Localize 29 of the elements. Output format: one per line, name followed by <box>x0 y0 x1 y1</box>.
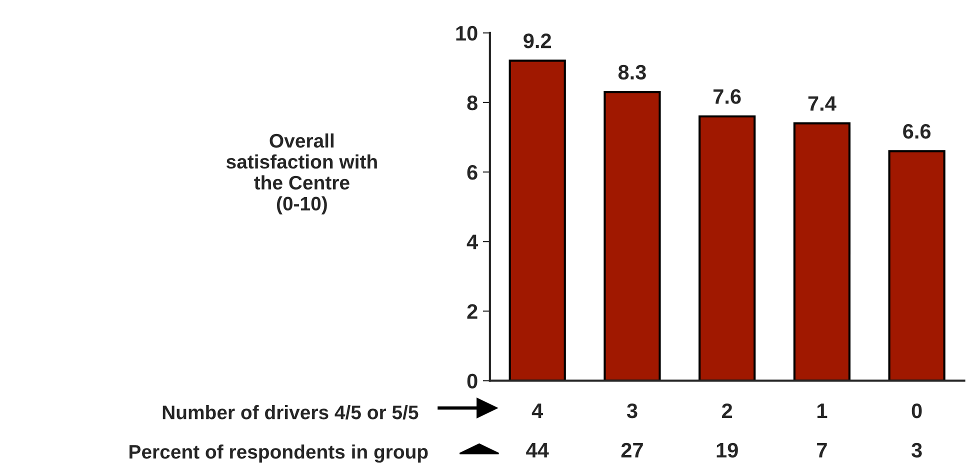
x-axis-title: Number of drivers 4/5 or 5/5 <box>162 405 418 420</box>
y-tick-label: 0 <box>467 374 478 388</box>
bar <box>604 90 661 381</box>
text: 27 <box>621 442 643 458</box>
data-label: 6.6 <box>903 124 931 139</box>
x-tick-label: 1 <box>817 404 828 418</box>
text: Percent of respondents in group <box>130 444 428 463</box>
text: 44 <box>526 443 549 458</box>
data-label: 7.4 <box>808 96 836 111</box>
bar <box>698 115 756 381</box>
y-tick-label: 10 <box>456 26 478 41</box>
y-tick-label: 8 <box>467 95 478 110</box>
y-tick-label: 4 <box>466 234 478 250</box>
y-axis-title: Overall satisfaction with the Centre (0-10) <box>226 133 377 214</box>
bar <box>888 150 946 381</box>
bar <box>508 60 566 381</box>
bar <box>793 122 851 381</box>
y-tick-label: 6 <box>467 165 478 180</box>
y-tick-label: 2 <box>467 304 478 319</box>
data-label: 8.3 <box>618 64 646 80</box>
text: 3 <box>912 442 922 458</box>
text: 7 <box>817 443 827 458</box>
x-tick-label: 4 <box>532 404 544 418</box>
text: 19 <box>716 442 738 458</box>
data-label: 9.2 <box>524 34 552 48</box>
x-tick-label: 2 <box>722 403 732 418</box>
x-tick-label: 3 <box>626 403 638 418</box>
data-label: 7.6 <box>714 89 741 104</box>
x-tick-label: 0 <box>912 403 922 418</box>
